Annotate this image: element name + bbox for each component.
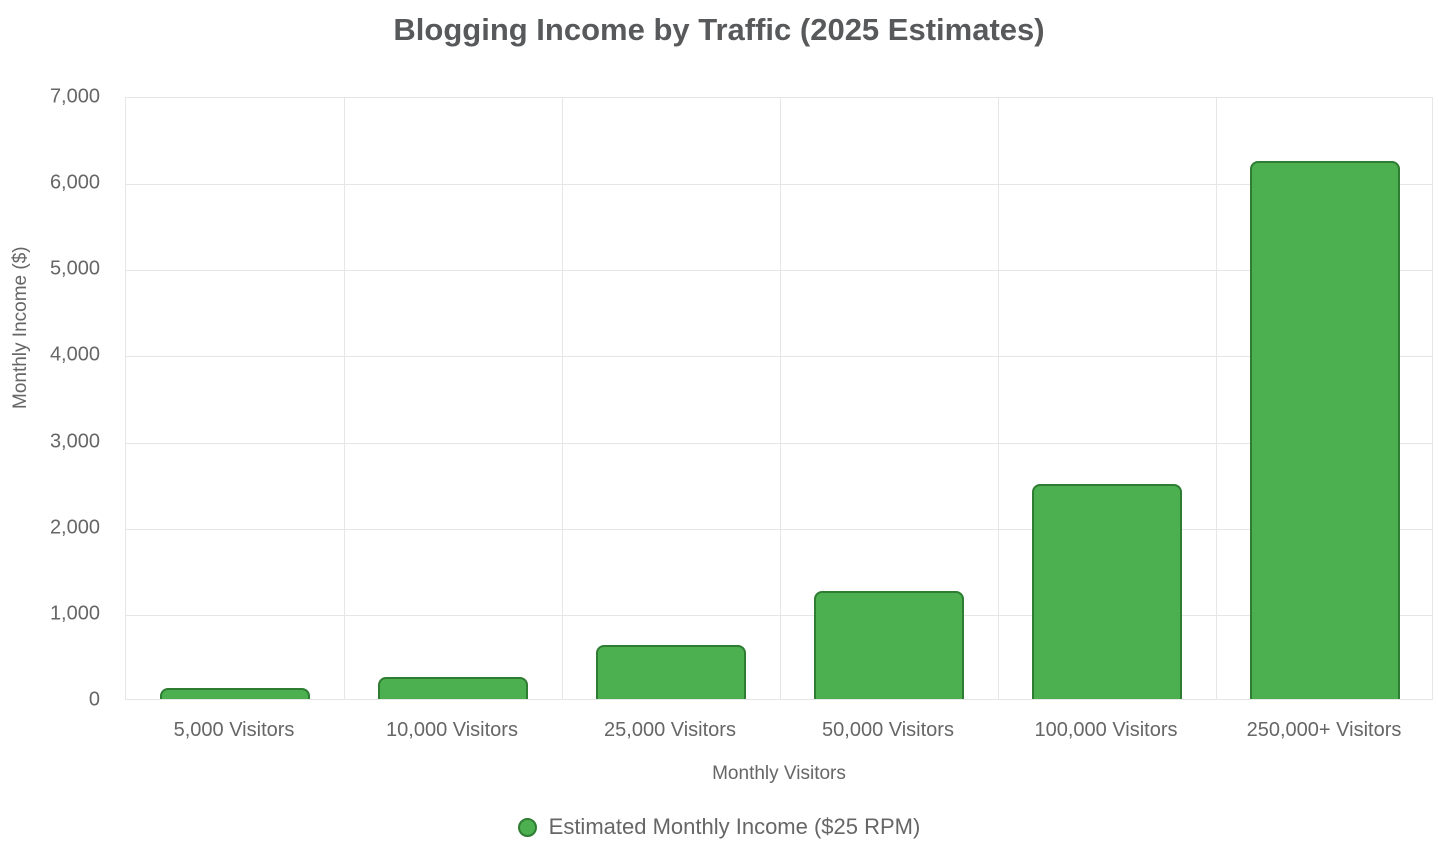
x-axis-title: Monthly Visitors: [712, 763, 846, 784]
gridline-horizontal: [126, 442, 1432, 444]
x-tick-label: 25,000 Visitors: [604, 719, 736, 741]
x-tick-label: 5,000 Visitors: [173, 719, 295, 741]
gridline-horizontal: [126, 528, 1432, 530]
legend-marker-icon: [517, 817, 537, 837]
bar: [1032, 483, 1182, 699]
gridline-horizontal: [126, 614, 1432, 616]
bar: [160, 688, 310, 699]
y-tick-label: 2,000: [49, 516, 100, 539]
gridline-horizontal: [126, 184, 1432, 186]
bar: [596, 645, 746, 699]
legend-item[interactable]: Estimated Monthly Income ($25 RPM): [0, 814, 1438, 840]
gridline-horizontal: [126, 356, 1432, 358]
y-tick-label: 4,000: [49, 343, 100, 366]
chart-title: Blogging Income by Traffic (2025 Estimat…: [393, 12, 1045, 47]
bar: [1250, 160, 1400, 699]
x-tick-label: 250,000+ Visitors: [1246, 719, 1402, 741]
y-tick-label: 1,000: [49, 602, 100, 625]
gridline-vertical: [562, 98, 563, 699]
x-tick-label: 50,000 Visitors: [822, 719, 954, 741]
gridline-vertical: [780, 98, 781, 699]
plot-area: [125, 97, 1433, 700]
bar: [814, 591, 964, 699]
y-tick-label: 0: [88, 688, 100, 711]
bar: [378, 677, 528, 699]
y-axis-title: Monthly Income ($): [10, 246, 31, 409]
y-tick-label: 6,000: [49, 171, 100, 194]
gridline-vertical: [998, 98, 999, 699]
x-tick-label: 100,000 Visitors: [1034, 719, 1178, 741]
y-tick-label: 5,000: [49, 257, 100, 280]
gridline-horizontal: [126, 270, 1432, 272]
y-tick-label: 3,000: [49, 430, 100, 453]
y-tick-label: 7,000: [49, 85, 100, 108]
gridline-vertical: [344, 98, 345, 699]
legend-label: Estimated Monthly Income ($25 RPM): [548, 814, 921, 839]
gridline-vertical: [1216, 98, 1217, 699]
x-tick-label: 10,000 Visitors: [386, 719, 518, 741]
